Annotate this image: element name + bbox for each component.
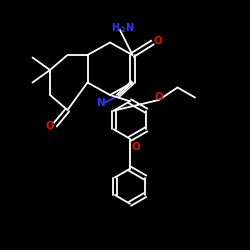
- Text: H: H: [112, 24, 120, 34]
- Text: O: O: [154, 92, 163, 102]
- Text: N: N: [97, 98, 106, 108]
- Text: O: O: [45, 121, 54, 131]
- Text: O: O: [131, 142, 140, 152]
- Text: N: N: [126, 24, 134, 34]
- Text: 2: 2: [120, 28, 126, 34]
- Text: O: O: [154, 36, 162, 46]
